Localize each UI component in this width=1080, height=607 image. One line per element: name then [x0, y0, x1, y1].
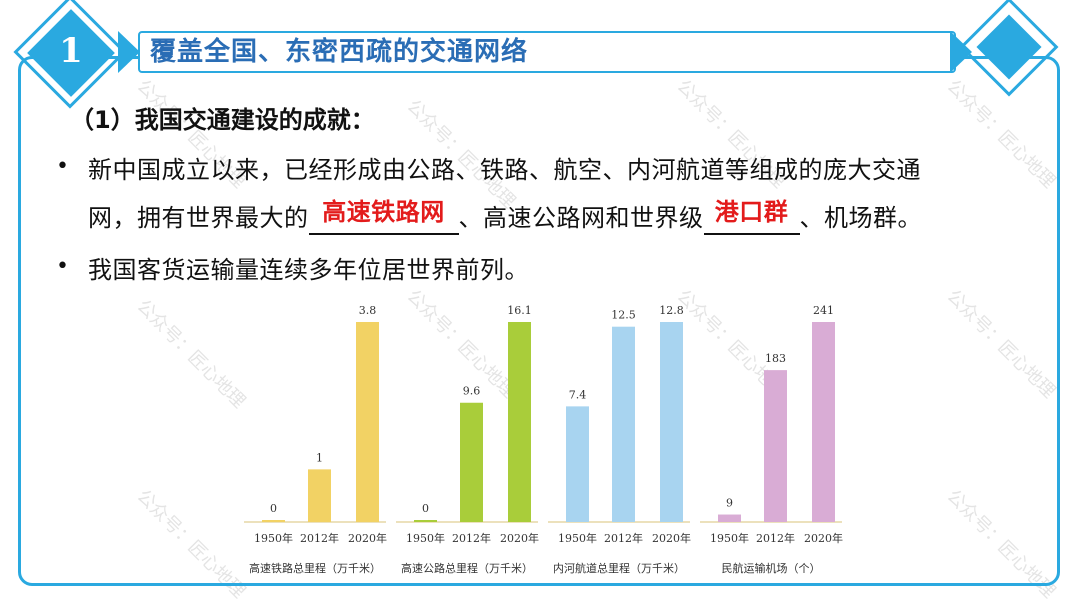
chart-data-label: 16.1	[507, 304, 532, 317]
chart-bar	[508, 322, 531, 522]
chart-bar	[262, 520, 285, 522]
chart-bar	[718, 514, 741, 522]
chart-bar	[764, 370, 787, 522]
chart-tick-label: 1950年	[710, 531, 749, 545]
chart-tick-label: 2020年	[500, 531, 539, 545]
chart-data-label: 7.4	[569, 388, 587, 401]
chart-bar	[660, 322, 683, 522]
text-segment: 、机场群。	[799, 204, 922, 232]
chart-group-title: 高速铁路总里程（万千米）	[249, 561, 381, 575]
chart-tick-label: 2012年	[756, 531, 795, 545]
chart-group-title: 高速公路总里程（万千米）	[401, 561, 533, 575]
chart-bar	[460, 402, 483, 522]
chart-data-label: 183	[765, 352, 786, 365]
chart-bar	[308, 469, 331, 522]
paragraph-line-2: 网，拥有世界最大的 高速铁路网 、高速公路网和世界级 港口群 、机场群。	[88, 197, 922, 235]
chart-tick-label: 2012年	[300, 531, 339, 545]
chart-tick-label: 1950年	[254, 531, 293, 545]
chart-data-label: 0	[422, 502, 429, 515]
bullet-dot: •	[56, 254, 69, 279]
chart-tick-label: 2020年	[804, 531, 843, 545]
chart-bar	[566, 406, 589, 522]
chart-group-title: 内河航道总里程（万千米）	[553, 561, 685, 575]
text-segment: 网，拥有世界最大的	[88, 204, 309, 232]
bullet-dot: •	[56, 154, 69, 179]
chart-bar	[414, 520, 437, 522]
answer-text: 港口群	[714, 197, 789, 226]
paragraph-line-1: 新中国成立以来，已经形成由公路、铁路、航空、内河航道等组成的庞大交通	[88, 156, 921, 184]
chart-bar	[356, 322, 379, 522]
paragraph-line-3: 我国客货运输量连续多年位居世界前列。	[88, 256, 529, 284]
chart-bar	[612, 326, 635, 522]
chart-data-label: 12.5	[611, 309, 636, 322]
chart-tick-label: 2020年	[348, 531, 387, 545]
section-number: 1	[59, 31, 83, 71]
title-arrow-left	[118, 31, 140, 73]
chart-tick-label: 1950年	[558, 531, 597, 545]
chart-data-label: 3.8	[359, 304, 377, 317]
chart-data-label: 0	[270, 502, 277, 515]
page-title: 覆盖全国、东密西疏的交通网络	[150, 37, 529, 67]
chart-bar	[812, 322, 835, 522]
chart-group-title: 民航运输机场（个）	[722, 561, 821, 575]
chart-data-label: 241	[813, 304, 834, 317]
chart-tick-label: 2012年	[604, 531, 643, 545]
answer-text: 高速铁路网	[322, 197, 445, 226]
chart-tick-label: 1950年	[406, 531, 445, 545]
chart-tick-label: 2020年	[652, 531, 691, 545]
chart-data-label: 12.8	[659, 304, 684, 317]
answer-blank-1: 高速铁路网	[308, 197, 459, 235]
chart-data-label: 9	[726, 497, 733, 510]
chart-data-label: 9.6	[463, 385, 481, 398]
section-heading: （1）我国交通建设的成就：	[70, 106, 375, 134]
answer-blank-2: 港口群	[703, 197, 800, 235]
chart-data-label: 1	[316, 451, 323, 464]
text-segment: 、高速公路网和世界级	[458, 204, 704, 232]
title-arrow-right	[950, 31, 972, 73]
title-bar	[138, 31, 956, 73]
chart-tick-label: 2012年	[452, 531, 491, 545]
